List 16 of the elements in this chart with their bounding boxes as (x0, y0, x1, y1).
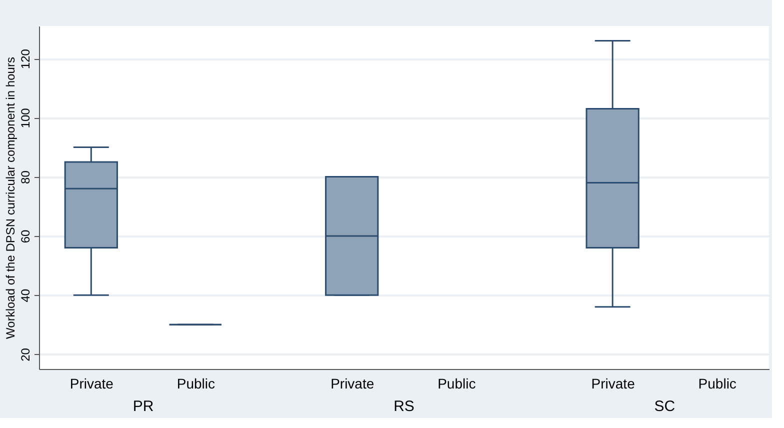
y-tick-label: 120 (18, 48, 32, 70)
text: PR (132, 398, 154, 415)
x-tick-label: Private (70, 376, 114, 392)
y-tick-label: 20 (18, 348, 32, 362)
text: RS (394, 398, 414, 415)
y-tick-label: 60 (18, 229, 32, 244)
text: SC (654, 398, 676, 415)
y-tick-label: 100 (18, 108, 32, 128)
y-tick-label: 40 (18, 288, 32, 302)
y-tick-label: 80 (18, 170, 32, 184)
x-tick-label: Private (330, 376, 374, 392)
x-tick-label: Public (438, 376, 476, 392)
x-tick-label: Public (698, 376, 736, 392)
y-axis-title: Workload of the DPSN curricular component in hours (4, 57, 18, 339)
x-tick-label: Private (591, 376, 636, 392)
x-tick-label: Public (176, 376, 215, 392)
